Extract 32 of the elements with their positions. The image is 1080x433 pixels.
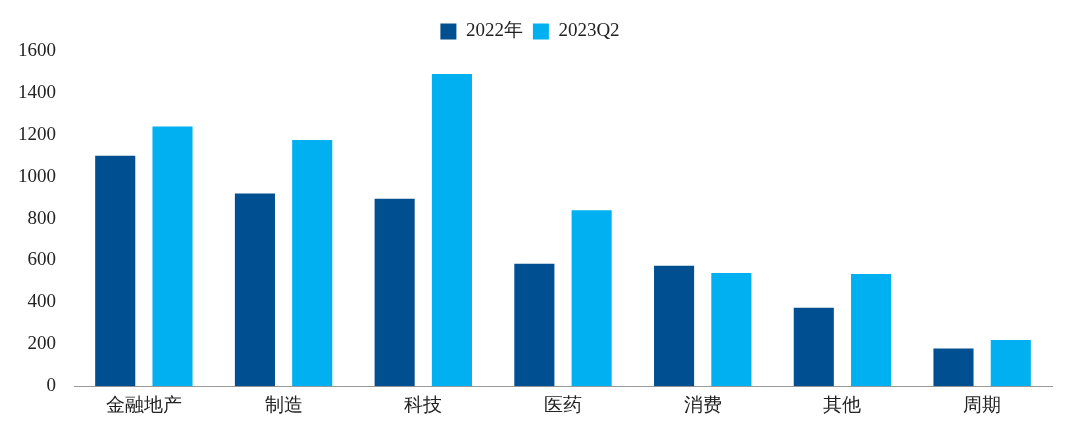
x-tick-label: 消费: [683, 393, 722, 415]
x-tick-label: 医药: [544, 393, 582, 415]
bar: [571, 210, 612, 387]
y-tick-label: 600: [27, 248, 56, 270]
bar: [234, 193, 275, 387]
y-tick-label: 800: [27, 206, 56, 228]
bar: [933, 348, 974, 387]
x-tick-label: 金融地产: [105, 393, 182, 415]
y-tick-label: 400: [27, 290, 56, 312]
x-tick-label: 周期: [963, 393, 1002, 415]
bar: [292, 140, 333, 387]
bar: [793, 307, 834, 387]
y-tick-label: 200: [27, 332, 56, 354]
x-tick-label: 其他: [823, 393, 862, 415]
y-tick-label: 1200: [18, 122, 56, 144]
bar: [990, 340, 1031, 387]
bar: [851, 274, 892, 387]
y-tick-label: 0: [46, 374, 56, 396]
bar: [95, 155, 136, 387]
x-tick-label: 科技: [404, 393, 443, 415]
y-tick-label: 1600: [18, 38, 56, 60]
bar: [654, 265, 695, 387]
legend-label: 2023Q2: [558, 19, 620, 41]
bar: [514, 263, 555, 387]
x-tick-label: 制造: [264, 393, 303, 415]
y-tick-label: 1400: [18, 80, 56, 102]
legend-label: 2022年: [465, 19, 523, 41]
bar: [431, 74, 472, 387]
bar: [374, 198, 415, 387]
y-tick-label: 1000: [18, 164, 56, 186]
bar: [711, 273, 752, 387]
bar: [152, 126, 193, 387]
